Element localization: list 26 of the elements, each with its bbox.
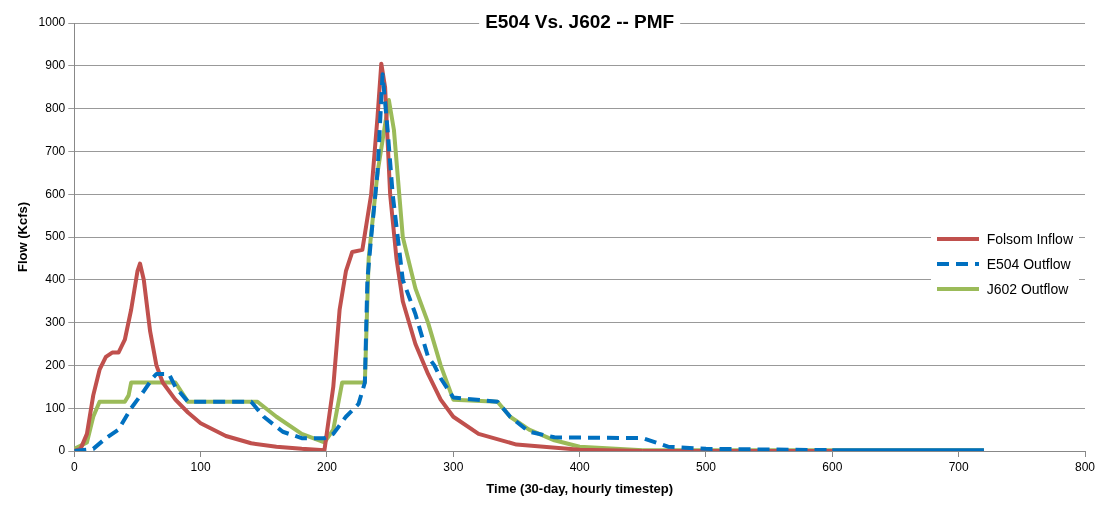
x-tick-label: 200 [316, 459, 338, 474]
y-tick-label: 0 [58, 443, 66, 458]
x-tick-label: 700 [948, 459, 969, 474]
y-tick-label: 600 [45, 186, 66, 201]
y-tick-label: 700 [45, 143, 66, 158]
legend-label: Folsom Inflow [986, 231, 1073, 247]
y-tick-label: 200 [45, 357, 66, 372]
y-axis-title: Flow (Kcfs) [15, 201, 31, 273]
y-tick-label: 400 [45, 272, 66, 287]
y-tick-label: 800 [45, 100, 66, 115]
x-tick-label: 100 [190, 459, 211, 474]
legend-label: E504 Outflow [986, 256, 1071, 272]
x-tick-label: 400 [569, 459, 590, 474]
x-axis-title: Time (30-day, hourly timestep) [486, 480, 673, 496]
y-tick-label: 900 [45, 58, 66, 73]
legend-label: J602 Outflow [986, 281, 1069, 297]
y-tick-label: 500 [45, 229, 66, 244]
chart-title: E504 Vs. J602 -- PMF [485, 11, 675, 33]
x-tick-label: 500 [695, 459, 717, 474]
x-tick-label: 0 [70, 459, 78, 474]
y-tick-label: 300 [45, 314, 66, 329]
x-tick-label: 300 [443, 459, 464, 474]
x-tick-label: 600 [822, 459, 843, 474]
x-tick-label: 800 [1074, 459, 1096, 474]
y-tick-label: 1000 [38, 15, 66, 30]
y-tick-label: 100 [45, 400, 66, 415]
